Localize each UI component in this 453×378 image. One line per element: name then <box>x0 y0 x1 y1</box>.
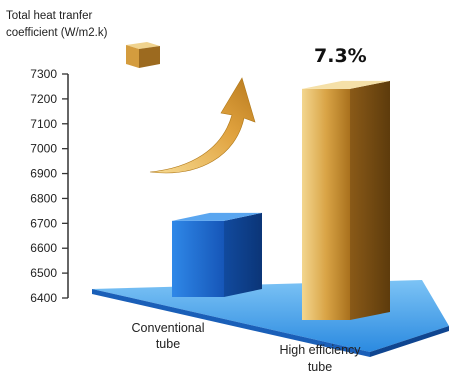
y-axis-title-line-1: Total heat tranfer <box>6 10 92 22</box>
y-tick-label: 7200 <box>30 92 57 106</box>
bar-high-efficiency-tube-top <box>302 80 390 89</box>
bar-conventional-tube-top <box>172 212 262 221</box>
bar-conventional-tube-side <box>224 212 262 297</box>
bar-conventional-tube-front <box>172 220 224 297</box>
y-tick-label: 7000 <box>30 142 57 156</box>
y-tick-label: 7100 <box>30 117 57 131</box>
bar-high-efficiency-tube-side <box>350 80 390 320</box>
category-label-conventional-line-2: tube <box>156 337 180 351</box>
y-tick-label: 6800 <box>30 191 57 205</box>
y-tick-label: 6600 <box>30 241 57 255</box>
y-tick-label: 7300 <box>30 67 57 81</box>
category-label-high-efficiency-line-2: tube <box>308 360 332 374</box>
y-ticks-group: 6400 6500 6600 6700 6800 6900 7000 7100 7200 7300 <box>30 67 68 305</box>
increase-annotation: 7.3% <box>314 45 367 67</box>
category-label-conventional-line-1: Conventional <box>132 321 205 335</box>
category-label-high-efficiency-line-1: High efficiency <box>279 343 361 357</box>
y-tick-label: 6900 <box>30 167 57 181</box>
y-axis-title-line-2: coefficient (W/m2.k) <box>6 27 108 39</box>
y-tick-label: 6700 <box>30 216 57 230</box>
platform <box>92 280 449 357</box>
bars-group <box>172 80 390 320</box>
bar-conventional-tube <box>172 212 262 297</box>
y-tick-label: 6400 <box>30 291 57 305</box>
growth-arrow-icon <box>149 77 256 174</box>
bar-high-efficiency-tube-front <box>302 88 350 320</box>
y-tick-label: 6500 <box>30 266 57 280</box>
gold-cube-icon <box>126 42 160 68</box>
bar-high-efficiency-tube <box>302 80 390 320</box>
